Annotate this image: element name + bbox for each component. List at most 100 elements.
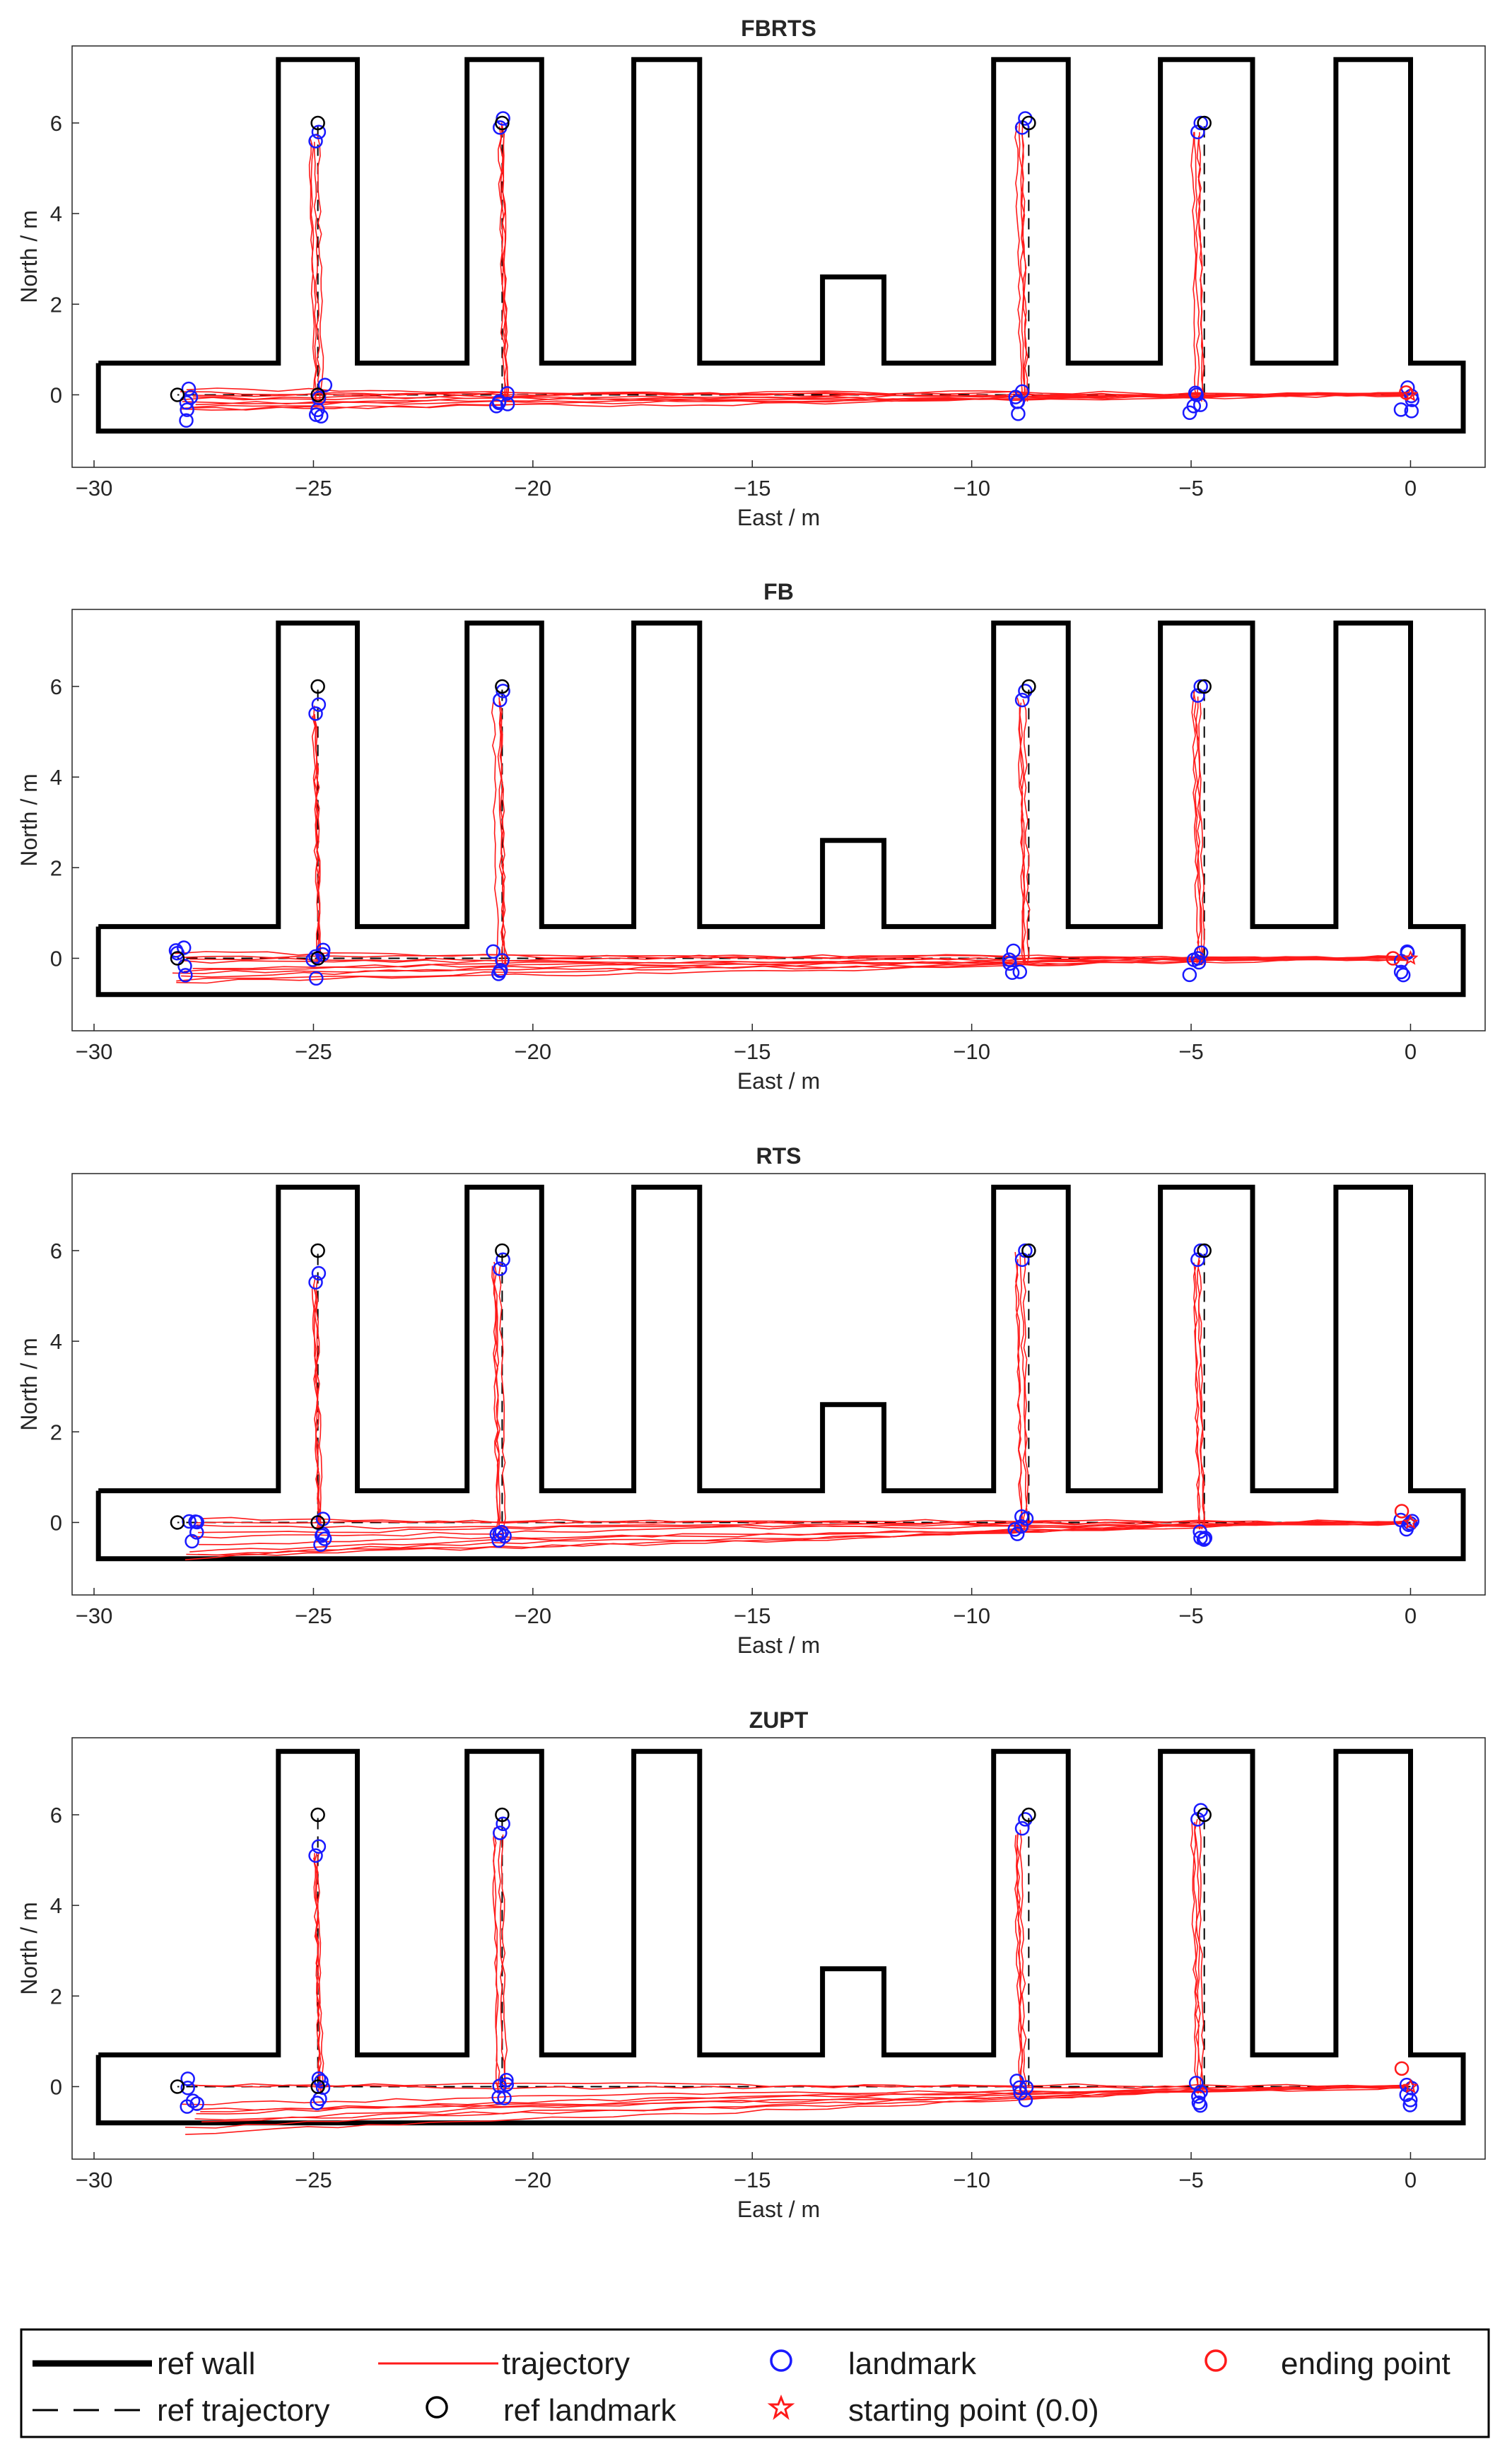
panel-zupt-ref-landmark — [1197, 1807, 1212, 1823]
panel-fb-landmark — [178, 968, 193, 983]
panel-zupt-landmark — [1019, 2080, 1034, 2095]
panel-zupt-landmark — [1191, 2095, 1207, 2110]
panel-fb-xtick-label: −5 — [1178, 1039, 1203, 1064]
panel-fbrts-landmark — [1182, 405, 1197, 420]
panel-zupt-title: ZUPT — [749, 1707, 809, 1733]
panel-rts-branch-trajectory — [491, 1265, 499, 1530]
panel-fbrts-branch-trajectory — [1021, 134, 1028, 402]
panel-zupt-landmark — [1191, 2089, 1206, 2104]
panel-fb-landmark — [493, 692, 508, 708]
panel-zupt-landmark — [189, 2096, 204, 2111]
panel-fb-ytick-label: 2 — [50, 855, 62, 880]
panel-rts-ytick-label: 2 — [50, 1420, 62, 1444]
legend-starting-point-label: starting point (0.0) — [848, 2393, 1099, 2428]
panel-fb-ref-landmark — [310, 679, 325, 694]
panel-rts-branch-trajectory — [1193, 1262, 1201, 1530]
panel-zupt-branch-trajectory — [1198, 1815, 1205, 2094]
panel-fb-ending-point — [1385, 951, 1400, 966]
panel-fb-branch-trajectory — [1022, 698, 1031, 966]
panel-rts-landmark — [1193, 1243, 1208, 1258]
panel-rts-ytick-label: 0 — [50, 1510, 62, 1535]
panel-fbrts-branch-trajectory — [1190, 131, 1199, 402]
panel-fb-ref-landmark — [310, 951, 325, 966]
panel-fbrts-branch-trajectory — [309, 137, 318, 402]
panel-fbrts-branch-trajectory — [1194, 131, 1200, 402]
panel-fb-landmark — [177, 959, 192, 974]
panel-fbrts-ref-landmark — [310, 387, 325, 402]
panel-fb-branch-trajectory — [1191, 689, 1200, 966]
panel-rts-landmark — [308, 1275, 323, 1290]
panel-rts-ref-landmark — [310, 1243, 325, 1258]
panel-fb-landmark — [1182, 967, 1197, 983]
panel-fb-xlabel: East / m — [737, 1068, 820, 1094]
panel-fbrts-xtick-label: −10 — [953, 476, 990, 501]
panel-fbrts-xlabel: East / m — [737, 505, 820, 530]
panel-rts-xtick-label: −10 — [953, 1603, 990, 1628]
panel-rts-xtick-label: −30 — [76, 1603, 113, 1628]
panel-rts-ref-landmark — [1021, 1243, 1036, 1258]
panel-fb-ref-landmark — [170, 951, 185, 966]
panel-rts-branch-trajectory — [1197, 1260, 1205, 1530]
panel-fb-landmark — [1395, 967, 1411, 983]
panel-rts-ref-landmark — [495, 1243, 510, 1258]
panel-zupt-landmark — [308, 1848, 323, 1863]
panel-zupt-branch-trajectory — [1019, 1829, 1027, 2094]
panel-zupt-ref-wall — [95, 1748, 1466, 2126]
panel-fbrts-landmark — [1009, 394, 1025, 409]
panel-rts-ref-landmark — [1197, 1243, 1212, 1258]
panel-zupt-xtick-label: 0 — [1405, 2168, 1417, 2192]
panel-rts-trajectory — [198, 1520, 1409, 1533]
panel-fb-landmark — [486, 944, 500, 959]
panel-rts-xtick-label: −5 — [1178, 1603, 1203, 1628]
panel-zupt-landmark — [1018, 1812, 1033, 1827]
panel-rts-landmark — [1014, 1509, 1029, 1524]
panel-zupt-starting-point — [1402, 2078, 1419, 2093]
panel-zupt-ref-landmark — [495, 1807, 510, 1823]
panel-zupt-trajectory — [181, 2086, 1409, 2105]
panel-fbrts-ytick-label: 4 — [50, 201, 62, 226]
panel-zupt-ref-landmark — [1021, 1807, 1036, 1823]
panel-zupt-xtick-label: −20 — [515, 2168, 552, 2192]
panel-fbrts-landmark — [1404, 404, 1419, 419]
panel-fb-landmark — [495, 953, 510, 968]
panel-rts-branch-trajectory — [1014, 1251, 1023, 1530]
panel-fbrts-ref-landmark — [170, 387, 185, 402]
panel-zupt-landmark — [180, 2071, 195, 2086]
panel-fbrts-xtick-label: −25 — [295, 476, 332, 501]
panel-rts-xlabel: East / m — [737, 1632, 820, 1658]
panel-rts-landmark — [489, 1527, 505, 1542]
panel-fbrts: −30 −25 −20 −15 −10 −5 0 0 2 4 6 FBRTS East / m North… — [16, 16, 1486, 530]
panel-fb-branch-trajectory — [499, 701, 508, 966]
panel-zupt-landmark — [180, 2080, 195, 2095]
panel-fbrts-branch-trajectory — [1018, 120, 1026, 402]
panel-rts-landmark — [1007, 1522, 1022, 1537]
panel-zupt-branch-trajectory — [312, 1857, 321, 2094]
panel-fb-ref-landmark — [1197, 679, 1212, 694]
panel-zupt-xtick-label: −25 — [295, 2168, 332, 2192]
panel-fb-xtick-label: −30 — [76, 1039, 113, 1064]
panel-fb-xtick-label: −20 — [515, 1039, 552, 1064]
panel-fb-ref-landmark — [1021, 679, 1036, 694]
panel-fb-xtick-label: −25 — [295, 1039, 332, 1064]
panel-fb-branch-trajectory — [1192, 691, 1202, 966]
legend-starting-point-marker — [767, 2394, 795, 2420]
panel-zupt-landmark — [499, 2072, 514, 2088]
panel-fb-landmark — [176, 940, 192, 955]
panel-fb-landmark — [493, 963, 508, 978]
panel-fb-landmark — [1190, 951, 1205, 966]
legend-ref-trajectory-label: ref trajectory — [157, 2393, 330, 2428]
panel-zupt-landmark — [1012, 2080, 1027, 2095]
panel-zupt-landmark — [493, 1825, 508, 1840]
panel-zupt-ytick-label: 6 — [50, 1803, 62, 1828]
panel-fbrts-landmark — [491, 394, 507, 409]
panel-zupt-branch-trajectory — [316, 1852, 324, 2094]
panel-zupt-ytick-label: 0 — [50, 2074, 62, 2099]
panel-rts-landmark — [313, 1537, 328, 1553]
panel-fb-landmark — [1193, 679, 1208, 694]
panel-rts-xtick-label: −25 — [295, 1603, 332, 1628]
panel-fb-landmark — [1018, 684, 1033, 698]
panel-fb-branch-trajectory — [314, 718, 321, 966]
panel-fbrts-landmark — [500, 397, 515, 411]
panel-zupt-branch-trajectory — [1194, 1818, 1202, 2094]
panel-zupt-landmark — [491, 2090, 506, 2105]
